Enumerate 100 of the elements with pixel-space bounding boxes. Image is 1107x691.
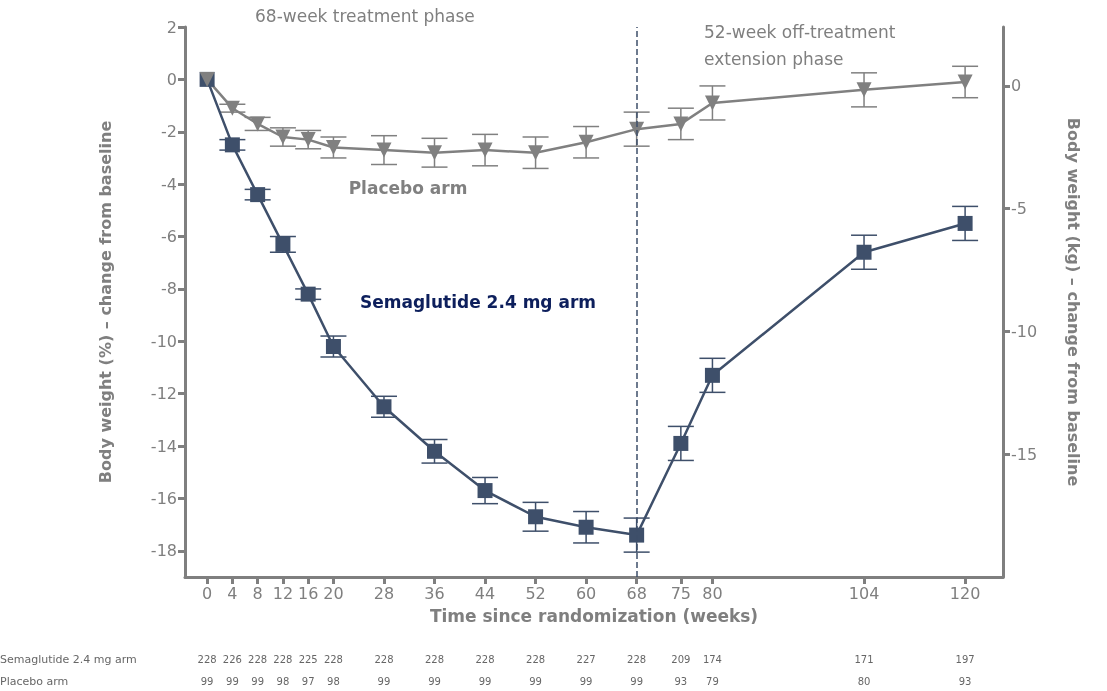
text: 99 bbox=[428, 675, 441, 687]
x-tick-label: 20 bbox=[323, 583, 344, 603]
y-tick-label: -8 bbox=[161, 279, 177, 299]
text: 99 bbox=[579, 675, 593, 687]
point bbox=[578, 519, 594, 535]
text: 225 bbox=[298, 653, 318, 665]
x-tick-label: 60 bbox=[575, 583, 597, 603]
text: 226 bbox=[222, 653, 242, 665]
text: 197 bbox=[955, 653, 975, 665]
text: 97 bbox=[301, 675, 315, 687]
point bbox=[376, 142, 392, 158]
point bbox=[629, 527, 645, 543]
y-tick-label: -18 bbox=[150, 541, 177, 561]
text: 209 bbox=[671, 653, 691, 665]
y2-tick-label: -5 bbox=[1011, 199, 1027, 219]
point bbox=[528, 145, 544, 161]
series-label: Placebo arm bbox=[348, 178, 468, 198]
point bbox=[957, 215, 973, 231]
text: 228 bbox=[197, 653, 217, 665]
x-tick-label: 8 bbox=[252, 583, 263, 603]
text: 99 bbox=[529, 675, 542, 687]
text: 228 bbox=[627, 653, 647, 665]
point bbox=[300, 132, 316, 148]
x-tick-label: 12 bbox=[272, 583, 294, 603]
text: 98 bbox=[327, 675, 340, 687]
text: 228 bbox=[475, 653, 495, 665]
y-tick-label: -12 bbox=[150, 384, 177, 404]
x-tick-label: 0 bbox=[202, 583, 213, 603]
text: 99 bbox=[251, 675, 265, 687]
point bbox=[856, 82, 872, 98]
y2-tick-label: 0 bbox=[1011, 76, 1022, 96]
point bbox=[300, 286, 316, 302]
y-tick-label: -10 bbox=[150, 331, 177, 351]
point bbox=[673, 435, 689, 451]
text: 228 bbox=[323, 653, 343, 665]
y-tick-label: -16 bbox=[150, 488, 177, 508]
y-tick-label: -2 bbox=[161, 122, 177, 142]
y-tick-label: -6 bbox=[161, 227, 177, 247]
point bbox=[957, 74, 973, 90]
text: 99 bbox=[478, 675, 492, 687]
y-tick-label: 2 bbox=[166, 17, 177, 37]
text: 98 bbox=[276, 675, 290, 687]
x-tick-label: 28 bbox=[373, 583, 395, 603]
y2-tick-label: -10 bbox=[1011, 321, 1038, 341]
x-tick-label: 68 bbox=[626, 583, 647, 603]
text: 228 bbox=[273, 653, 293, 665]
x-tick-label: 120 bbox=[949, 583, 981, 603]
x-tick-label: 36 bbox=[424, 583, 445, 603]
text: 171 bbox=[854, 653, 874, 665]
x-tick-label: 4 bbox=[227, 583, 238, 603]
point bbox=[477, 142, 493, 158]
text: 99 bbox=[377, 675, 391, 687]
y-tick-label: 0 bbox=[166, 69, 177, 89]
x-tick-label: 52 bbox=[525, 583, 546, 603]
point bbox=[250, 116, 266, 132]
text: 174 bbox=[702, 653, 722, 665]
point bbox=[528, 509, 544, 525]
text: 227 bbox=[576, 653, 596, 665]
point bbox=[673, 116, 689, 132]
point bbox=[704, 367, 720, 383]
x-tick-label: 16 bbox=[297, 583, 319, 603]
y2-axis-title: Body weight (kg) – change from baseline bbox=[1063, 117, 1083, 487]
point bbox=[224, 100, 240, 116]
text: 99 bbox=[226, 675, 239, 687]
y-tick-label: -4 bbox=[161, 174, 177, 194]
point bbox=[856, 244, 872, 260]
point bbox=[325, 139, 341, 155]
annotation: 52-week off-treatment extension phase bbox=[704, 21, 901, 69]
point bbox=[578, 134, 594, 150]
text: 228 bbox=[374, 653, 394, 665]
text: 99 bbox=[630, 675, 643, 687]
text: 99 bbox=[200, 675, 214, 687]
text: 228 bbox=[248, 653, 268, 665]
point bbox=[275, 129, 291, 145]
x-axis-title: Time since randomization (weeks) bbox=[429, 605, 759, 626]
point bbox=[325, 339, 341, 355]
text: 80 bbox=[857, 675, 871, 687]
point bbox=[427, 145, 443, 161]
text: 79 bbox=[706, 675, 719, 687]
point bbox=[704, 95, 720, 111]
point bbox=[477, 483, 493, 499]
y-tick-label: -14 bbox=[150, 436, 177, 456]
text: 228 bbox=[424, 653, 445, 665]
text: 68-week treatment phase bbox=[255, 5, 475, 26]
x-tick-label: 75 bbox=[670, 583, 692, 603]
point bbox=[427, 443, 443, 459]
x-tick-label: 104 bbox=[848, 583, 880, 603]
y-axis-title: Body weight (%) – change from baseline bbox=[95, 120, 115, 484]
text: 93 bbox=[674, 675, 688, 687]
point bbox=[275, 236, 291, 252]
point bbox=[376, 399, 392, 415]
x-tick-label: 44 bbox=[474, 583, 496, 603]
text: Semaglutide 2.4 mg arm bbox=[0, 652, 137, 666]
point bbox=[250, 187, 266, 203]
y2-tick-label: -15 bbox=[1011, 444, 1038, 464]
text: 93 bbox=[958, 675, 972, 687]
series-label: Semaglutide 2.4 mg arm bbox=[359, 292, 597, 312]
text: 228 bbox=[526, 653, 546, 665]
text: Placebo arm bbox=[0, 674, 69, 688]
point bbox=[224, 137, 240, 153]
